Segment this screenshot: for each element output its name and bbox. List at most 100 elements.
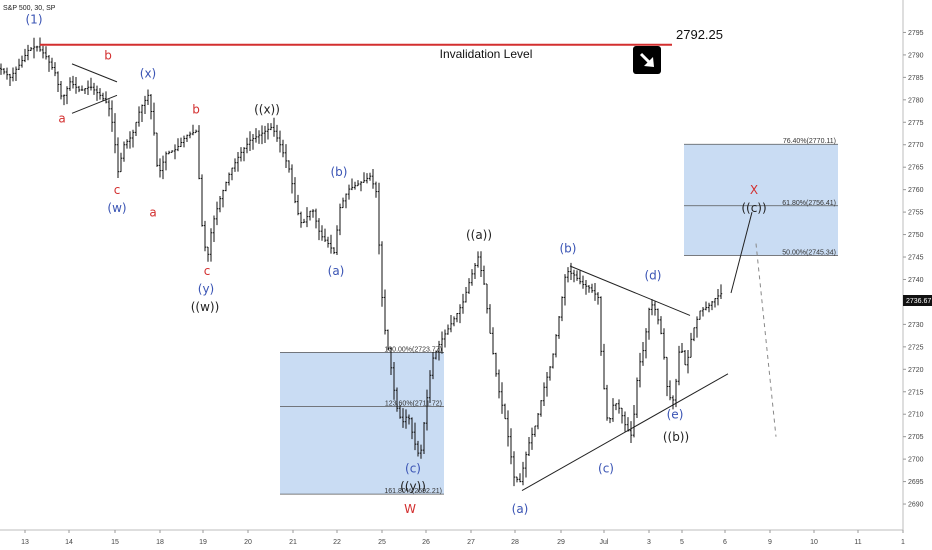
price-bar — [89, 77, 93, 91]
price-bar — [413, 422, 417, 451]
price-bar — [503, 403, 507, 420]
wave-label: (e) — [667, 408, 684, 422]
trendline — [730, 211, 753, 294]
price-bar — [668, 380, 672, 401]
wave-label: a — [58, 111, 65, 125]
price-bar — [443, 329, 447, 348]
wave-label: X — [750, 183, 758, 197]
price-bar — [548, 366, 552, 381]
price-bar — [416, 440, 420, 457]
fib-zones: 100.00%(2723.77) 123.60%(2711.72) 161.80%(… — [280, 138, 838, 495]
price-bar — [20, 55, 24, 68]
price-bar — [620, 407, 624, 424]
x-tick-label: 29 — [557, 539, 565, 546]
wave-label: (c) — [598, 462, 614, 476]
price-bar — [371, 168, 375, 189]
x-tick-label: 20 — [244, 539, 252, 546]
y-tick-label: 2690 — [908, 502, 924, 509]
price-bar — [611, 398, 615, 422]
price-bar — [575, 270, 579, 281]
price-bar — [53, 62, 57, 77]
price-bar — [74, 77, 78, 94]
price-bar — [128, 131, 132, 149]
price-bar — [230, 167, 234, 181]
price-bar — [263, 125, 267, 143]
price-bar — [11, 67, 15, 82]
price-bar — [35, 45, 39, 52]
price-bar — [398, 405, 402, 419]
price-bar — [641, 342, 645, 366]
x-tick-label: 27 — [467, 539, 475, 546]
price-bar — [677, 345, 681, 386]
price-bar — [578, 270, 582, 285]
fib-level-label: 50.00%(2745.34) — [782, 249, 836, 256]
price-bar — [551, 353, 555, 369]
price-bar — [245, 137, 249, 154]
price-bar — [137, 106, 141, 127]
price-bar — [110, 100, 114, 132]
y-tick-label: 2760 — [908, 187, 924, 194]
x-tick-label: 9 — [768, 539, 772, 546]
price-bar — [338, 203, 342, 236]
wave-label: (d) — [645, 268, 662, 282]
y-tick-label: 2725 — [908, 344, 924, 351]
price-bar — [32, 37, 36, 59]
price-bar — [344, 193, 348, 209]
price-bar — [647, 307, 651, 340]
trendline — [569, 265, 691, 316]
price-bar — [86, 80, 90, 95]
price-bar — [218, 195, 222, 213]
price-bar — [290, 164, 294, 194]
price-bar — [719, 284, 723, 299]
wave-label: ((a)) — [466, 228, 492, 242]
wave-label: W — [404, 502, 416, 516]
price-bar — [101, 92, 105, 102]
x-tick-label: 28 — [511, 539, 519, 546]
price-bar — [689, 332, 693, 358]
price-bar — [386, 329, 390, 351]
price-bar — [254, 128, 258, 143]
price-bar — [434, 350, 438, 360]
y-tick-label: 2765 — [908, 165, 924, 172]
price-bar — [83, 88, 87, 95]
y-tick-label: 2695 — [908, 479, 924, 486]
price-bar — [281, 139, 285, 158]
price-bar — [251, 134, 255, 150]
price-bar — [683, 350, 687, 366]
price-bar — [326, 236, 330, 248]
price-bar — [119, 152, 123, 173]
price-bar — [428, 370, 432, 403]
price-bar — [506, 410, 510, 447]
price-bar — [632, 405, 636, 438]
trendline — [71, 94, 118, 114]
price-bar — [407, 414, 411, 425]
price-bar — [239, 147, 243, 162]
price-bar — [584, 279, 588, 295]
price-bar — [701, 306, 705, 317]
price-bar — [383, 289, 387, 335]
wave-label: ((y)) — [400, 480, 426, 494]
price-bar — [710, 301, 714, 311]
price-bar — [635, 377, 639, 419]
price-bar — [23, 48, 27, 63]
price-bar — [449, 315, 453, 333]
x-tick-label: 14 — [65, 539, 73, 546]
price-bar — [293, 177, 297, 204]
invalidation-line: 2792.25 Invalidation Level — [40, 27, 723, 61]
price-bar — [80, 85, 84, 91]
price-bar — [401, 408, 405, 428]
price-bar — [170, 150, 174, 153]
wave-label: b — [104, 48, 112, 62]
price-bar — [158, 158, 162, 178]
price-bar — [521, 461, 525, 486]
price-bar — [419, 444, 423, 459]
price-bar — [599, 296, 603, 356]
price-bar — [563, 274, 567, 306]
price-bar — [629, 421, 633, 444]
price-bar — [215, 201, 219, 226]
price-bar — [569, 262, 573, 280]
price-bar — [695, 316, 699, 338]
price-bar — [716, 288, 720, 306]
